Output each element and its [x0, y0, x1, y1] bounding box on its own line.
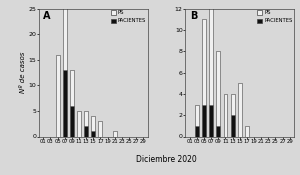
Bar — [209, 105, 213, 136]
Bar — [77, 111, 81, 136]
Bar — [224, 94, 227, 136]
Legend: PS, PACIENTES: PS, PACIENTES — [110, 10, 146, 24]
Bar — [231, 94, 235, 115]
Bar — [91, 131, 95, 137]
Y-axis label: Nº de casos: Nº de casos — [20, 52, 26, 93]
Bar — [98, 121, 102, 136]
Bar — [231, 115, 235, 136]
Bar — [202, 19, 206, 105]
Bar — [84, 111, 88, 126]
Bar — [195, 104, 199, 126]
Bar — [238, 83, 242, 136]
Bar — [195, 126, 199, 136]
Bar — [70, 106, 74, 136]
Bar — [84, 126, 88, 136]
Bar — [209, 0, 213, 105]
Bar — [216, 51, 220, 126]
Bar — [56, 55, 59, 136]
Bar — [113, 131, 117, 137]
Bar — [245, 126, 249, 136]
Legend: PS, PACIENTES: PS, PACIENTES — [257, 10, 293, 24]
Bar — [63, 70, 67, 136]
Bar — [216, 126, 220, 136]
Text: Diciembre 2020: Diciembre 2020 — [136, 156, 197, 164]
Text: B: B — [190, 11, 197, 21]
Bar — [91, 116, 95, 131]
Bar — [202, 105, 206, 136]
Text: A: A — [43, 11, 51, 21]
Bar — [63, 0, 67, 70]
Bar — [70, 70, 74, 106]
